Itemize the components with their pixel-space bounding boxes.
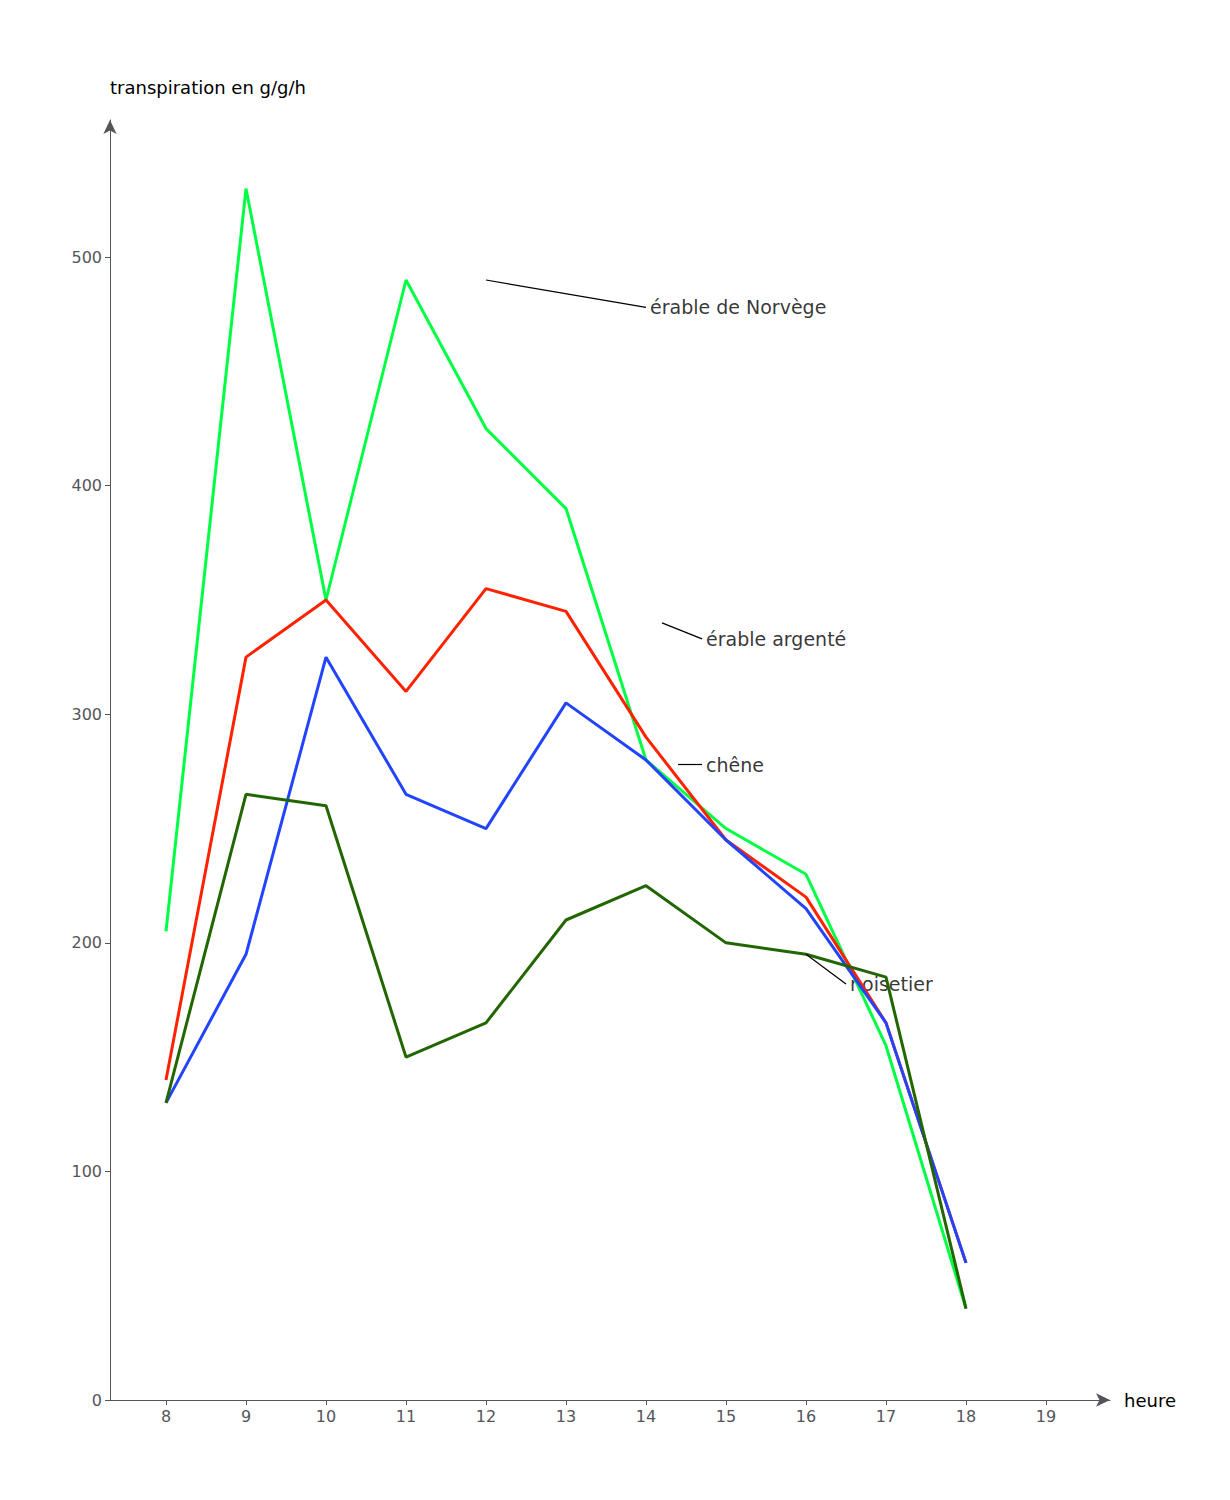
svg-text:chêne: chêne: [706, 754, 764, 776]
svg-text:16: 16: [796, 1407, 816, 1426]
svg-text:200: 200: [71, 933, 102, 952]
svg-text:érable argenté: érable argenté: [706, 628, 846, 650]
svg-text:100: 100: [71, 1162, 102, 1181]
svg-text:12: 12: [476, 1407, 496, 1426]
svg-text:9: 9: [241, 1407, 251, 1426]
svg-text:15: 15: [716, 1407, 736, 1426]
svg-text:11: 11: [396, 1407, 416, 1426]
svg-text:8: 8: [161, 1407, 171, 1426]
svg-text:17: 17: [876, 1407, 896, 1426]
svg-text:10: 10: [316, 1407, 336, 1426]
svg-text:13: 13: [556, 1407, 576, 1426]
svg-text:19: 19: [1036, 1407, 1056, 1426]
svg-text:érable de Norvège: érable de Norvège: [650, 296, 826, 318]
svg-text:18: 18: [956, 1407, 976, 1426]
svg-text:noisetier: noisetier: [850, 973, 933, 995]
svg-text:0: 0: [92, 1391, 102, 1410]
svg-text:heure: heure: [1124, 1390, 1176, 1411]
svg-text:transpiration en g/g/h: transpiration en g/g/h: [110, 77, 306, 98]
svg-text:300: 300: [71, 705, 102, 724]
svg-text:14: 14: [636, 1407, 656, 1426]
svg-text:500: 500: [71, 248, 102, 267]
svg-text:400: 400: [71, 476, 102, 495]
